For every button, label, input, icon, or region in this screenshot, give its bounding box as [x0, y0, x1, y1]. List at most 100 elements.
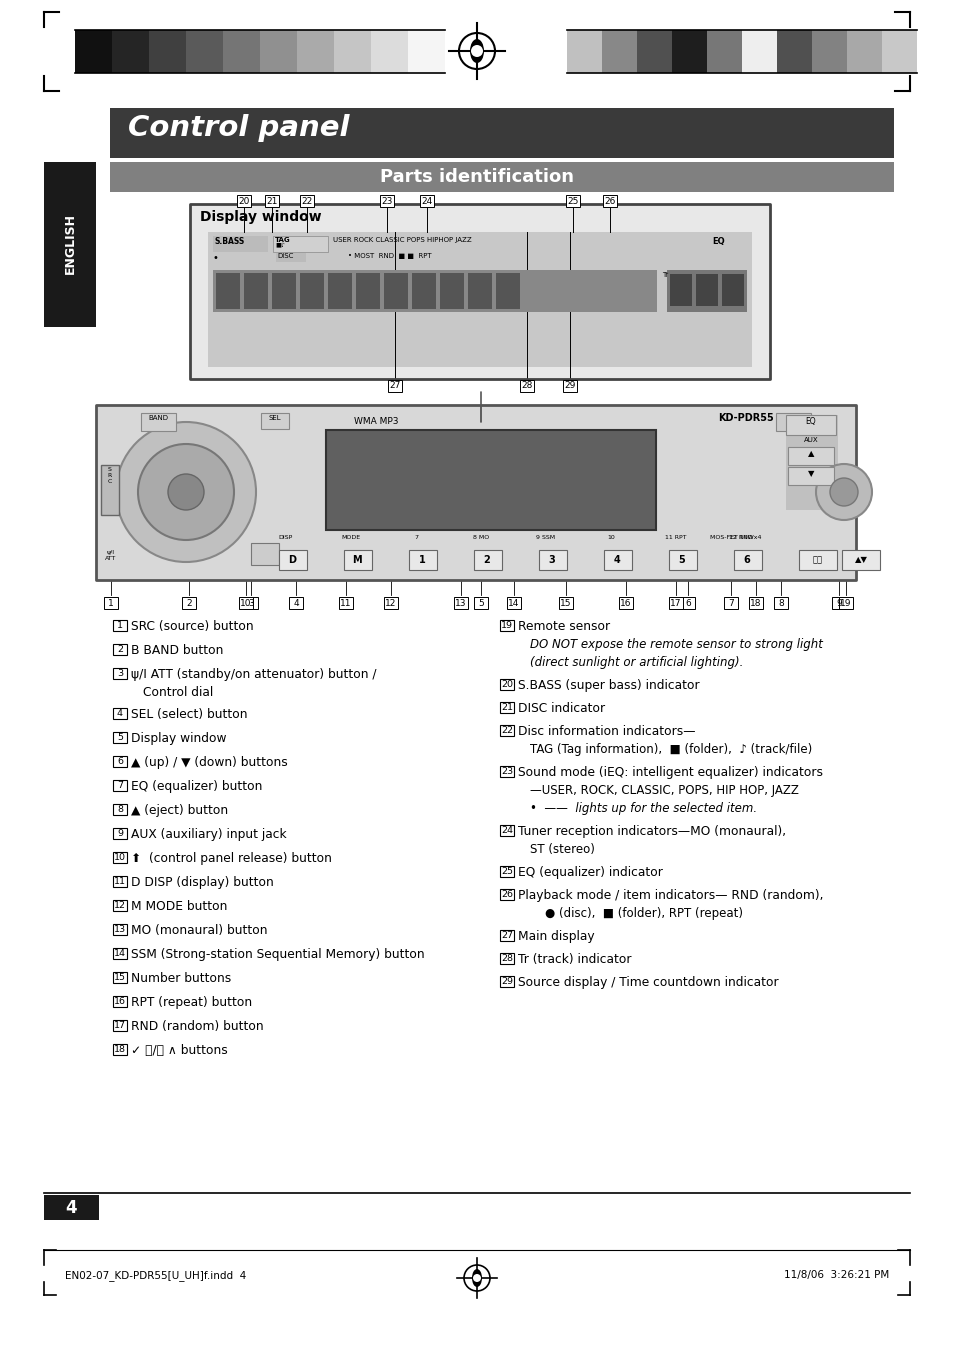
Bar: [112, 972, 127, 983]
Text: KD-PDR55: KD-PDR55: [718, 412, 773, 423]
Text: 10: 10: [240, 599, 252, 607]
Text: 15: 15: [559, 599, 571, 607]
Bar: [244, 598, 257, 608]
Text: ENGLISH: ENGLISH: [64, 214, 76, 274]
Bar: [748, 598, 762, 608]
Text: 2: 2: [483, 556, 490, 565]
Text: EQ: EQ: [805, 416, 816, 426]
Text: 16: 16: [619, 599, 631, 607]
Bar: [251, 544, 278, 565]
Text: 24: 24: [421, 196, 432, 206]
Text: 24: 24: [500, 826, 513, 836]
Bar: [499, 679, 514, 690]
Bar: [603, 550, 631, 571]
Text: ● (disc),  ■ (folder), RPT (repeat): ● (disc), ■ (folder), RPT (repeat): [530, 907, 742, 919]
Text: Tr (track) indicator: Tr (track) indicator: [517, 953, 631, 965]
Bar: [149, 30, 186, 73]
Bar: [112, 852, 127, 863]
Text: B BAND button: B BAND button: [131, 644, 223, 657]
Bar: [344, 550, 372, 571]
Bar: [773, 598, 787, 608]
Text: 8: 8: [117, 804, 123, 814]
Text: EQ (equalizer) indicator: EQ (equalizer) indicator: [517, 867, 662, 879]
Text: RPT (repeat) button: RPT (repeat) button: [131, 996, 252, 1009]
Bar: [474, 598, 488, 608]
Text: Display window: Display window: [200, 210, 321, 224]
Text: 6: 6: [117, 757, 123, 767]
Bar: [454, 598, 468, 608]
Text: 6: 6: [742, 556, 750, 565]
Text: 11/8/06  3:26:21 PM: 11/8/06 3:26:21 PM: [783, 1270, 888, 1280]
Bar: [296, 30, 334, 73]
Text: SRC (source) button: SRC (source) button: [131, 621, 253, 633]
Bar: [299, 273, 324, 310]
Text: 9: 9: [117, 829, 123, 838]
Text: 2: 2: [117, 645, 123, 654]
Text: EQ: EQ: [711, 237, 724, 246]
Text: ▼: ▼: [807, 469, 814, 479]
Text: ■♪: ■♪: [274, 243, 285, 247]
Text: ψ/I
ATT: ψ/I ATT: [105, 550, 116, 561]
Bar: [112, 1044, 127, 1055]
Bar: [236, 195, 251, 207]
Text: 25: 25: [567, 196, 578, 206]
Text: 20: 20: [238, 196, 250, 206]
Text: 10: 10: [113, 853, 126, 863]
Text: 19: 19: [500, 621, 513, 630]
Bar: [289, 598, 303, 608]
Text: Main display: Main display: [517, 930, 594, 942]
Text: ψ/I ATT (standby/on attenuator) button /: ψ/I ATT (standby/on attenuator) button /: [131, 668, 376, 681]
Text: 17: 17: [113, 1021, 126, 1030]
Text: 25: 25: [500, 867, 513, 876]
Text: 14: 14: [508, 599, 519, 607]
Bar: [182, 598, 195, 608]
Bar: [499, 767, 514, 777]
Bar: [831, 598, 845, 608]
Bar: [112, 1019, 127, 1032]
Bar: [669, 274, 691, 306]
Text: Disc information indicators—: Disc information indicators—: [517, 725, 695, 738]
Text: 5: 5: [117, 733, 123, 742]
Bar: [190, 204, 769, 379]
Bar: [104, 598, 118, 608]
Text: M MODE button: M MODE button: [131, 900, 227, 913]
Bar: [671, 30, 706, 73]
Text: 5: 5: [678, 556, 684, 565]
Text: 23: 23: [381, 196, 393, 206]
Bar: [112, 756, 127, 767]
Bar: [680, 598, 695, 608]
Text: ▲▼: ▲▼: [854, 556, 866, 564]
Bar: [213, 270, 657, 312]
Text: 16: 16: [113, 996, 126, 1006]
Text: 2: 2: [186, 599, 192, 607]
Text: —USER, ROCK, CLASSIC, POPS, HIP HOP, JAZZ: —USER, ROCK, CLASSIC, POPS, HIP HOP, JAZ…: [530, 784, 798, 796]
Text: 11 RPT: 11 RPT: [664, 535, 686, 539]
Bar: [721, 274, 743, 306]
Bar: [338, 598, 353, 608]
Text: Tr: Tr: [661, 272, 667, 279]
Circle shape: [473, 1274, 480, 1282]
Text: 27: 27: [500, 932, 513, 940]
Bar: [328, 273, 352, 310]
Bar: [419, 195, 434, 207]
Text: 17: 17: [670, 599, 681, 607]
Text: 12: 12: [113, 900, 126, 910]
Bar: [468, 273, 492, 310]
Bar: [44, 1195, 99, 1220]
Bar: [799, 550, 836, 571]
Text: 29: 29: [500, 977, 513, 986]
Bar: [841, 550, 879, 571]
Text: S.BASS: S.BASS: [214, 237, 245, 246]
Bar: [384, 598, 397, 608]
Text: Parts identification: Parts identification: [379, 168, 574, 187]
Bar: [602, 195, 617, 207]
Text: (direct sunlight or artificial lighting).: (direct sunlight or artificial lighting)…: [530, 656, 742, 669]
Bar: [112, 30, 149, 73]
Bar: [637, 30, 671, 73]
Bar: [112, 948, 127, 959]
Text: 3: 3: [548, 556, 555, 565]
Text: ▲ (eject) button: ▲ (eject) button: [131, 804, 228, 817]
Text: 11: 11: [340, 599, 352, 607]
Circle shape: [471, 45, 482, 57]
Text: S.BASS (super bass) indicator: S.BASS (super bass) indicator: [517, 679, 699, 692]
